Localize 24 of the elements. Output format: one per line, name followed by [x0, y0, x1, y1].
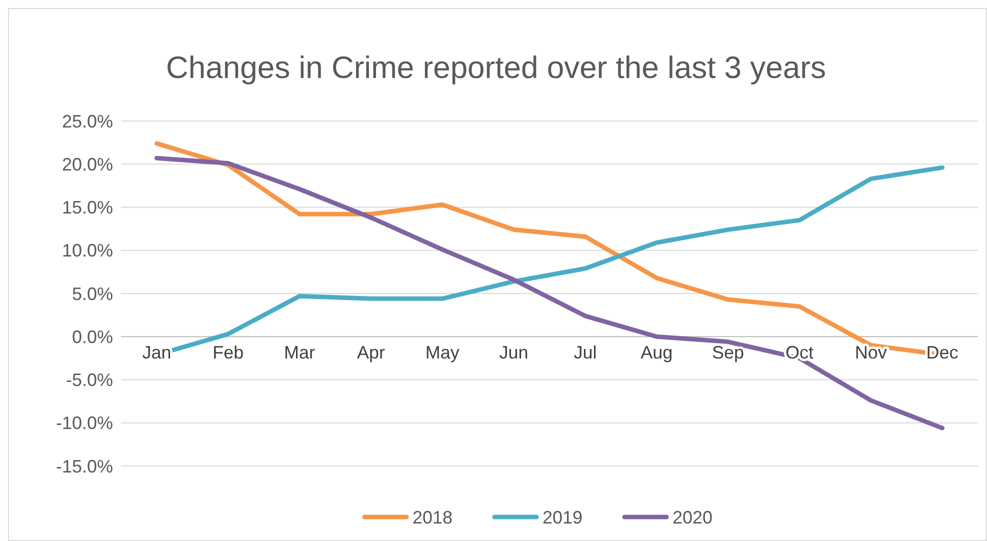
y-tick-label: -5.0% — [66, 370, 113, 390]
y-tick-label: 0.0% — [72, 326, 113, 347]
x-tick-label: Jun — [499, 342, 528, 363]
x-tick-label: Oct — [785, 342, 814, 363]
y-tick-label: 20.0% — [62, 154, 113, 174]
y-tick-label: -10.0% — [56, 413, 113, 434]
legend-label: 2020 — [672, 507, 713, 528]
x-tick-label: Aug — [640, 342, 673, 363]
legend-label: 2019 — [542, 507, 583, 528]
x-tick-label: Apr — [356, 342, 385, 363]
legend-label: 2018 — [412, 507, 453, 528]
y-tick-label: 5.0% — [72, 284, 113, 304]
y-tick-label: 10.0% — [62, 240, 113, 261]
x-tick-label: Sep — [712, 342, 744, 363]
x-tick-label: Feb — [212, 342, 244, 363]
x-tick-label: Mar — [284, 342, 316, 363]
x-tick-label: Jul — [574, 342, 597, 363]
chart-title: Changes in Crime reported over the last 3 years — [166, 50, 826, 85]
x-tick-label: May — [425, 342, 460, 363]
x-tick-label: Nov — [854, 342, 887, 363]
x-tick-label: Dec — [926, 342, 958, 363]
y-tick-label: 25.0% — [62, 111, 113, 132]
y-tick-label: 15.0% — [62, 198, 113, 218]
y-tick-label: -15.0% — [56, 456, 113, 476]
